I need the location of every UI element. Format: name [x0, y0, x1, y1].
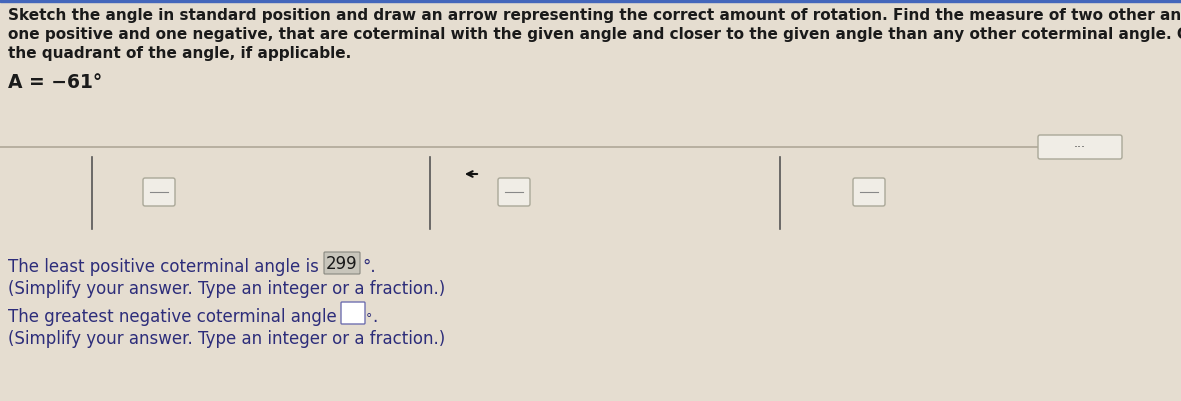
Text: °: ° [366, 311, 372, 324]
FancyBboxPatch shape [341, 302, 365, 324]
FancyBboxPatch shape [143, 178, 175, 207]
Text: (Simplify your answer. Type an integer or a fraction.): (Simplify your answer. Type an integer o… [8, 279, 445, 297]
Text: .: . [372, 307, 377, 325]
Text: The least positive coterminal angle is: The least positive coterminal angle is [8, 257, 319, 275]
FancyBboxPatch shape [1038, 136, 1122, 160]
Text: The greatest negative coterminal angle is: The greatest negative coterminal angle i… [8, 307, 355, 325]
Text: the quadrant of the angle, if applicable.: the quadrant of the angle, if applicable… [8, 46, 351, 61]
FancyBboxPatch shape [498, 178, 530, 207]
Text: 299: 299 [326, 254, 358, 272]
Text: ···: ··· [1074, 141, 1087, 154]
Text: one positive and one negative, that are coterminal with the given angle and clos: one positive and one negative, that are … [8, 27, 1181, 42]
Text: °.: °. [363, 257, 376, 275]
Text: (Simplify your answer. Type an integer or a fraction.): (Simplify your answer. Type an integer o… [8, 329, 445, 347]
FancyBboxPatch shape [324, 252, 360, 274]
Bar [0, 0, 1181, 3]
Text: Sketch the angle in standard position and draw an arrow representing the correct: Sketch the angle in standard position an… [8, 8, 1181, 23]
Text: A = −61°: A = −61° [8, 73, 103, 92]
FancyBboxPatch shape [853, 178, 885, 207]
